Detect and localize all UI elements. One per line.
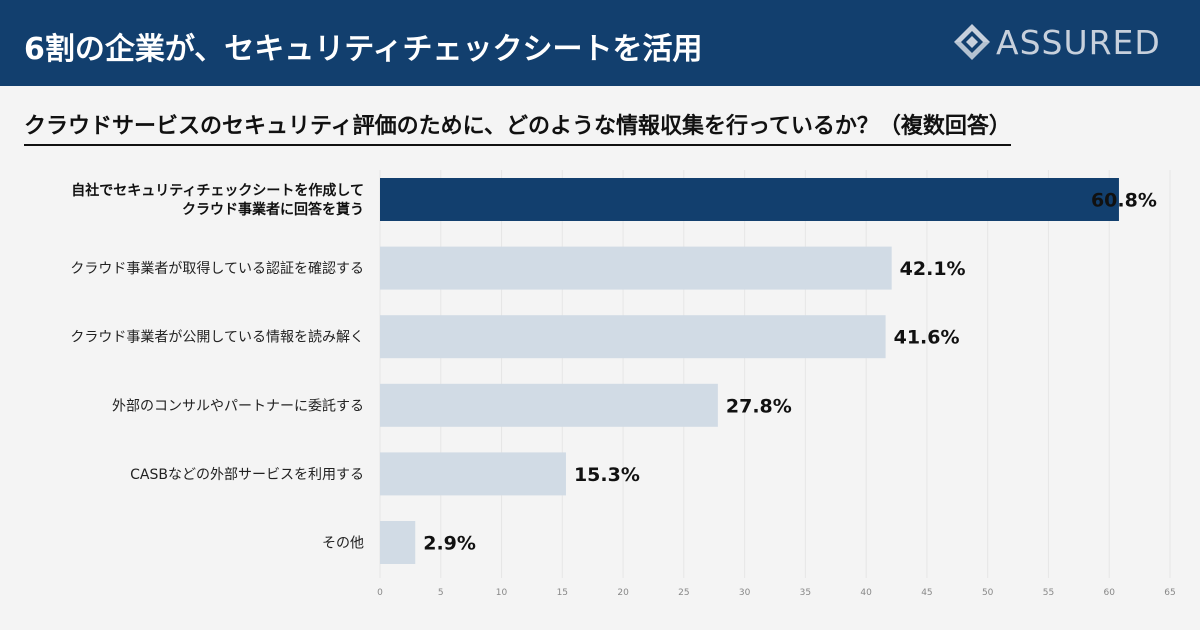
x-tick-label: 60 — [1104, 588, 1116, 598]
logo-text: ASSURED — [996, 22, 1161, 62]
x-tick-label: 45 — [921, 588, 932, 598]
bar — [380, 246, 892, 290]
bar — [380, 178, 1119, 221]
bar — [380, 315, 886, 359]
assured-logo: ASSURED — [952, 22, 1161, 62]
category-label: 外部のコンサルやパートナーに委託する — [112, 398, 364, 414]
bar — [380, 383, 718, 427]
category-label: 自社でセキュリティチェックシートを作成して — [71, 182, 364, 199]
x-tick-label: 50 — [982, 588, 994, 598]
x-tick-label: 40 — [860, 588, 872, 598]
x-tick-label: 5 — [438, 588, 444, 598]
category-label: クラウド事業者が公開している情報を読み解く — [70, 329, 364, 346]
header-bar: 6割の企業が、セキュリティチェックシートを活用 ASSURED — [0, 0, 1200, 86]
value-label: 42.1% — [900, 258, 966, 280]
value-label: 27.8% — [726, 395, 792, 417]
x-tick-label: 0 — [377, 588, 383, 598]
x-tick-label: 20 — [617, 588, 629, 598]
bar — [380, 521, 416, 564]
x-tick-label: 10 — [496, 588, 508, 598]
x-tick-label: 35 — [800, 588, 811, 598]
value-label: 15.3% — [574, 464, 640, 486]
bar — [380, 452, 566, 496]
page-title: 6割の企業が、セキュリティチェックシートを活用 — [24, 32, 703, 67]
value-label: 41.6% — [894, 327, 960, 349]
question-heading: クラウドサービスのセキュリティ評価のために、どのような情報収集を行っているか？（… — [24, 108, 1011, 146]
category-label: クラウド事業者に回答を貰う — [182, 201, 364, 218]
category-label: クラウド事業者が取得している認証を確認する — [70, 260, 364, 277]
x-tick-label: 65 — [1164, 588, 1175, 598]
x-tick-label: 30 — [739, 588, 751, 598]
category-label: CASBなどの外部サービスを利用する — [130, 467, 364, 483]
assured-logo-icon — [954, 24, 990, 60]
category-label: その他 — [322, 536, 364, 552]
value-label: 2.9% — [423, 533, 476, 555]
value-label: 60.8% — [1091, 190, 1157, 212]
x-tick-label: 15 — [557, 588, 568, 598]
x-tick-label: 55 — [1043, 588, 1054, 598]
x-tick-label: 25 — [678, 588, 689, 598]
